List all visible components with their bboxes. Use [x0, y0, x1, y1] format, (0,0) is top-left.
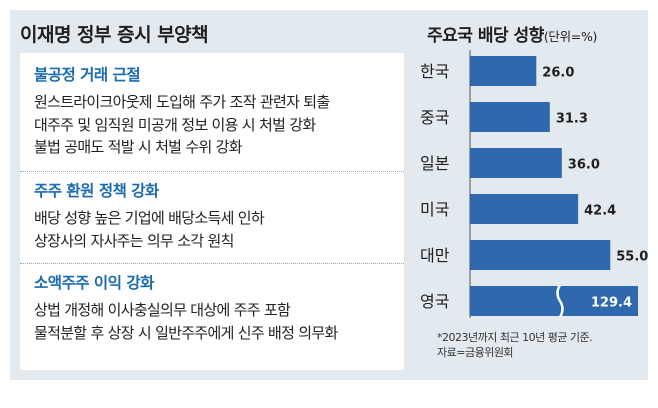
section-line: 상법 개정해 이사충실의무 대상에 주주 포함: [34, 301, 291, 319]
bar: [470, 148, 562, 178]
section-line: 대주주 및 임직원 미공개 정보 이용 시 처벌 강화: [34, 115, 316, 134]
footnote-basis: *2023년까지 최근 10년 평균 기준.: [437, 331, 593, 344]
value-label: 42.4: [584, 204, 616, 219]
category-label: 중국: [420, 108, 449, 127]
category-label: 영국: [420, 292, 449, 311]
section-line: 불법 공매도 적발 시 처벌 수위 강화: [34, 138, 243, 156]
section-heading: 불공정 거래 근절: [34, 66, 141, 84]
policy-section-unfair-trade: 불공정 거래 근절 원스트라이크아웃제 도입해 주가 조작 관련자 퇴출 대주주…: [34, 63, 396, 159]
section-line: 물적분할 후 상장 시 일반주주에게 신주 배정 의무화: [34, 323, 338, 342]
policy-section-shareholder-return: 주주 환원 정책 강화 배당 성향 높은 기업에 배당소득세 인하 상장사의 자…: [34, 179, 396, 252]
category-label: 한국: [420, 62, 449, 81]
chart-unit: (단위=%): [543, 29, 598, 44]
axis-break-mark: [556, 284, 564, 318]
section-divider: [20, 263, 404, 264]
value-label: 36.0: [568, 158, 600, 173]
category-label: 미국: [420, 200, 449, 219]
bar: [470, 56, 537, 86]
section-line: 배당 성향 높은 기업에 배당소득세 인하: [34, 209, 265, 227]
section-heading: 주주 환원 정책 강화: [34, 182, 159, 200]
bar: [470, 102, 550, 132]
value-label: 26.0: [542, 66, 574, 81]
bar: [470, 286, 638, 316]
value-label: 55.0: [616, 250, 648, 265]
policy-section-minority-shareholder: 소액주주 이익 강화 상법 개정해 이사충실의무 대상에 주주 포함 물적분할 …: [34, 271, 396, 344]
chart-title: 주요국 배당 성향(단위=%): [427, 21, 597, 46]
value-label: 129.4: [591, 296, 632, 311]
category-label: 대만: [420, 246, 450, 265]
section-divider: [20, 171, 404, 172]
dividend-chart: 한국 26.0 중국 31.3 일본 36.0 미국 42.4 대만 55.0 영국 129.4: [420, 50, 648, 318]
section-line: 원스트라이크아웃제 도입해 주가 조작 관련자 퇴출: [34, 93, 330, 111]
category-label: 일본: [420, 154, 449, 173]
value-label: 31.3: [556, 112, 588, 127]
bar: [470, 240, 611, 270]
section-heading: 소액주주 이익 강화: [34, 274, 154, 292]
bar: [470, 194, 579, 224]
policy-box: 불공정 거래 근절 원스트라이크아웃제 도입해 주가 조작 관련자 퇴출 대주주…: [20, 53, 404, 370]
section-line: 상장사의 자사주는 의무 소각 원칙: [34, 231, 234, 250]
policy-title: 이재명 정부 증시 부양책: [20, 24, 209, 46]
footnote-source: 자료=금융위원회: [437, 346, 514, 359]
chart-title-text: 주요국 배당 성향: [427, 26, 544, 46]
